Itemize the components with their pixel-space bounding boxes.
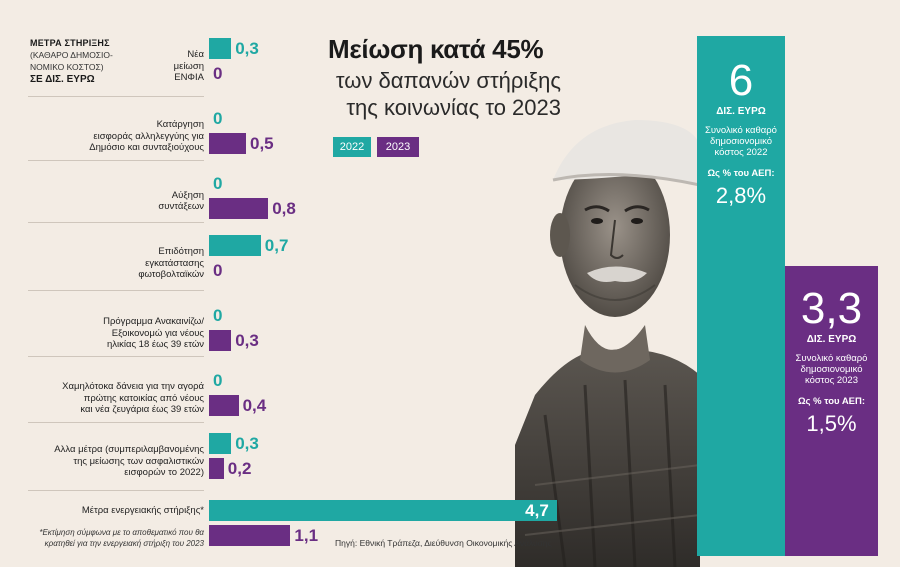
value-label-2022: 0,7 (264, 236, 289, 255)
panel-2022-total: 6 (728, 56, 754, 105)
value-label-2023: 0,8 (272, 199, 296, 218)
bar-2023 (209, 395, 239, 416)
panel-2023-desc: Συνολικό καθαρό δημοσιονομικό κόστος 202… (785, 353, 878, 386)
footnote-line-2: κρατηθεί για την ενεργειακή στήριξη του … (44, 539, 204, 548)
value-label-2022: 0,3 (235, 434, 259, 453)
panel-2023: 3,3 ΔΙΣ. ΕΥΡΩ Συνολικό καθαρό δημοσιονομ… (785, 266, 878, 556)
value-label-2022: 0 (213, 371, 223, 390)
subtitle-line-1: των δαπανών στήριξης (335, 68, 561, 93)
bar-2022 (209, 235, 261, 256)
panel-2022-desc-line-3: κόστος 2022 (714, 147, 768, 158)
category-label: Χαμηλότοκα δάνεια για την αγορά πρώτης κα… (62, 381, 204, 415)
legend-line-3: ΝΟΜΙΚΟ ΚΟΣΤΟΣ) (30, 62, 104, 72)
bar-2023 (209, 133, 246, 154)
panel-2023-unit: ΔΙΣ. ΕΥΡΩ (806, 334, 857, 345)
legend-unit: ΣΕ ΔΙΣ. ΕΥΡΩ (30, 74, 95, 85)
footnote: *Εκτίμηση σύμφωνα με το αποθεματικό που … (28, 527, 204, 549)
legend-chip-2023: 2023 (377, 137, 419, 157)
row-divider (28, 222, 204, 223)
panel-2023-desc-line-1: Συνολικό καθαρό (795, 353, 868, 364)
panel-2023-total: 3,3 (800, 284, 863, 333)
bar-2023 (209, 525, 291, 546)
row-divider (28, 356, 204, 357)
panel-2022-desc-line-1: Συνολικό καθαρό (705, 125, 777, 136)
category-label: Πρόγραμμα Ανακαινίζω/Εξοικονομώ για νέου… (103, 316, 204, 350)
elderly-man-photo (515, 120, 700, 567)
panel-2022-gdp-value: 2,8% (715, 183, 767, 208)
value-label-2022: 4,7 (525, 501, 549, 520)
bar-2023 (209, 458, 224, 479)
bar-2022 (209, 500, 557, 521)
bar-2023 (209, 330, 232, 351)
value-label-2022: 0 (213, 109, 223, 128)
category-label: Αύξηση συντάξεων (158, 189, 204, 213)
panel-2023-desc-line-3: κόστος 2023 (804, 375, 859, 386)
value-label-2023: 1,1 (294, 526, 319, 545)
source-note: Πηγή: Εθνική Τράπεζα, Διεύθυνση Οικονομι… (335, 538, 552, 548)
panel-2022-desc: Συνολικό καθαρό δημοσιονομικό κόστος 202… (697, 125, 785, 158)
footnote-line-1: *Εκτίμηση σύμφωνα με το αποθεματικό που … (39, 528, 204, 537)
value-label-2023: 0,3 (235, 331, 259, 350)
panel-2023-desc-line-2: δημοσιονομικό (800, 364, 863, 375)
panel-2022-gdp-label: Ως % του ΑΕΠ: (707, 168, 775, 179)
bar-2022 (209, 38, 232, 59)
row-divider (28, 96, 204, 97)
chart-legend-block: ΜΕΤΡΑ ΣΤΗΡΙΞΗΣ (ΚΑΘΑΡΟ ΔΗΜΟΣΙΟ- ΝΟΜΙΚΟ Κ… (30, 37, 113, 86)
category-label: Νέα μείωση ΕΝΦΙΑ (173, 49, 204, 83)
row-divider (28, 290, 204, 291)
panel-2023-gdp-value: 1,5% (806, 411, 857, 436)
row-divider (28, 160, 204, 161)
value-label-2023: 0 (213, 261, 223, 280)
panel-2023-gdp-label: Ως % του ΑΕΠ: (797, 396, 866, 407)
category-label: Μέτρα ενεργειακής στήριξης* (81, 505, 204, 516)
value-label-2022: 0,3 (235, 39, 259, 58)
value-label-2022: 0 (213, 174, 223, 193)
chart-title: Μείωση κατά 45% (328, 34, 544, 64)
bar-2022 (209, 433, 232, 454)
value-label-2023: 0,5 (250, 134, 274, 153)
category-label: Αλλα μέτρα (συμπεριλαμβανομένης της μείωσ… (54, 444, 204, 478)
category-label: Επιδότηση εγκατάστασης φωτοβολταϊκών (138, 246, 204, 280)
value-label-2023: 0 (213, 64, 223, 83)
value-label-2023: 0,2 (227, 459, 252, 478)
value-label-2022: 0 (213, 306, 223, 325)
panel-2022-unit: ΔΙΣ. ΕΥΡΩ (716, 106, 766, 117)
panel-2022-desc-line-2: δημοσιονομικό (709, 136, 773, 147)
subtitle-line-2: της κοινωνίας το 2023 (346, 95, 561, 120)
legend-chip-2022: 2022 (333, 137, 371, 157)
category-label: Κατάργηση εισφοράς αλληλεγγύης για Δημόσιο… (89, 119, 204, 153)
row-divider (28, 490, 204, 491)
legend-line-2: (ΚΑΘΑΡΟ ΔΗΜΟΣΙΟ- (30, 50, 113, 60)
row-divider (28, 422, 204, 423)
chart-subtitle: των δαπανών στήριξης της κοινωνίας το 20… (321, 67, 561, 121)
legend-line-1: ΜΕΤΡΑ ΣΤΗΡΙΞΗΣ (30, 38, 110, 48)
panel-2022: 6 ΔΙΣ. ΕΥΡΩ Συνολικό καθαρό δημοσιονομικ… (697, 36, 785, 556)
value-label-2023: 0,4 (242, 396, 267, 415)
bar-2023 (209, 198, 269, 219)
